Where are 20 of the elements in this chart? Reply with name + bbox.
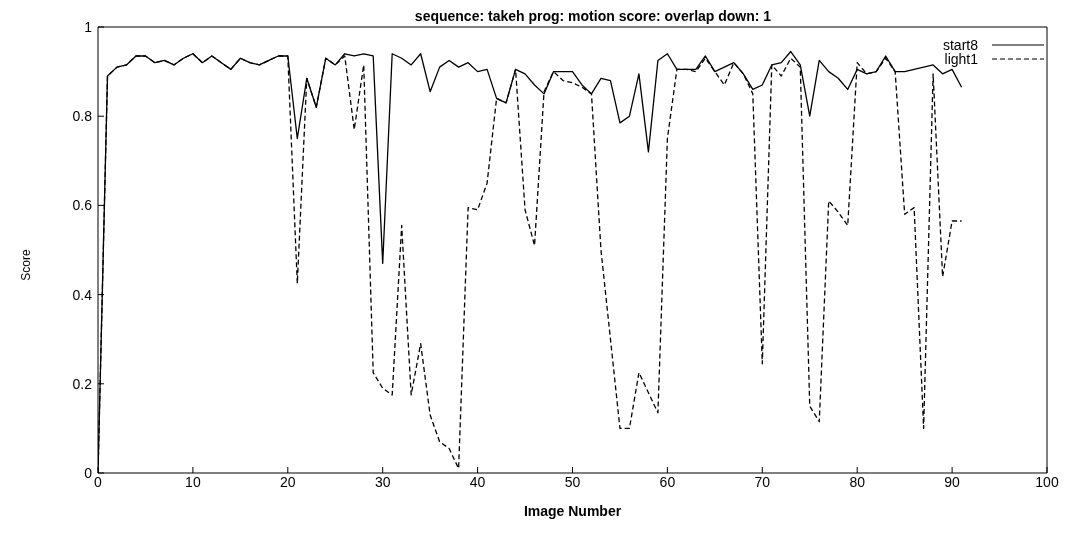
y-tick-label: 0.4: [72, 286, 93, 303]
x-tick-label: 100: [1035, 473, 1059, 490]
x-tick-label: 50: [564, 473, 581, 490]
x-tick-label: 40: [469, 473, 486, 490]
x-tick-label: 70: [754, 473, 771, 490]
legend-label: light1: [944, 51, 978, 67]
x-tick-label: 10: [185, 473, 201, 490]
x-tick-label: 90: [944, 473, 961, 490]
y-tick-label: 0.8: [72, 108, 93, 125]
x-tick-label: 20: [280, 473, 296, 490]
x-tick-label: 30: [374, 473, 391, 490]
y-axis-title: Score: [18, 249, 33, 281]
y-tick-label: 1: [84, 18, 93, 35]
chart-title: sequence: takeh prog: motion score: overlap down: 1: [413, 8, 773, 24]
legend-label: start8: [942, 37, 978, 53]
x-tick-label: 80: [849, 473, 866, 490]
x-tick-label: 60: [659, 473, 676, 490]
y-tick-label: 0.2: [72, 375, 93, 392]
y-tick-label: 0.6: [72, 197, 93, 214]
x-axis-title: Image Number: [523, 503, 622, 519]
